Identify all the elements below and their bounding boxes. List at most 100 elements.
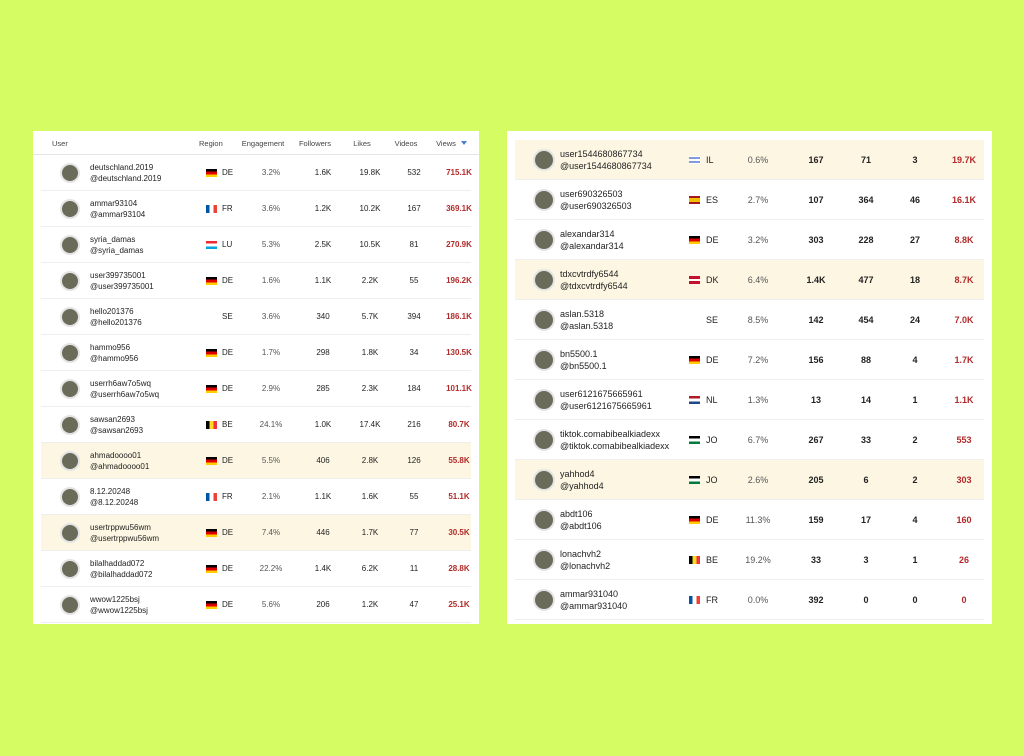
username[interactable]: user399735001 xyxy=(90,271,146,280)
videos: 47 xyxy=(409,600,419,609)
engagement: 24.1% xyxy=(259,420,283,429)
likes: 477 xyxy=(858,274,874,285)
engagement: 0.0% xyxy=(747,594,769,605)
username[interactable]: lonachvh2 xyxy=(560,549,602,559)
flag xyxy=(206,421,217,429)
username[interactable]: user6121675665961 xyxy=(560,389,643,399)
username[interactable]: sawsan2693 xyxy=(90,415,135,424)
header-cell[interactable]: Followers xyxy=(298,139,332,148)
likes: 1.7K xyxy=(361,528,379,537)
username[interactable]: hello201376 xyxy=(90,307,134,316)
likes: 71 xyxy=(860,154,871,165)
username[interactable]: aslan.5318 xyxy=(560,309,605,319)
username[interactable]: abdt106 xyxy=(560,509,593,519)
header-cell[interactable]: Region xyxy=(199,139,223,148)
flag xyxy=(689,356,700,364)
username[interactable]: yahhod4 xyxy=(560,469,595,479)
videos: 34 xyxy=(409,348,419,357)
username[interactable]: ammar931040 xyxy=(560,589,619,599)
videos: 184 xyxy=(407,384,421,393)
username[interactable]: tiktok.comabibealkiadexx xyxy=(560,429,661,439)
likes: 0 xyxy=(863,594,869,605)
videos: 27 xyxy=(909,234,920,245)
handle: @userrh6aw7o5wq xyxy=(90,390,160,399)
avatar xyxy=(60,487,80,507)
videos: 3 xyxy=(912,154,918,165)
table-row: user399735001 @user399735001 DE 1.6% 1.1K 2.2… xyxy=(41,263,472,299)
table-row: lonachvh2 @lonachvh2 BE 19.2% 33 3 1 26 xyxy=(515,540,984,580)
username[interactable]: ammar93104 xyxy=(90,199,138,208)
username[interactable]: user1544680867734 xyxy=(560,149,643,159)
avatar xyxy=(533,189,555,211)
videos: 81 xyxy=(409,240,419,249)
followers: 159 xyxy=(808,514,824,525)
videos: 24 xyxy=(909,314,920,325)
handle: @syria_damas xyxy=(90,246,144,255)
views: 715.1K xyxy=(446,168,472,177)
table-row: yahhod4 @yahhod4 JO 2.6% 205 6 2 303 xyxy=(515,460,984,500)
flag xyxy=(689,236,700,244)
table-row: ahmadoooo01 @ahmadoooo01 DE 5.5% 406 2.8K 126 5… xyxy=(41,443,471,479)
avatar xyxy=(533,229,555,251)
header-cell[interactable]: Views xyxy=(436,139,456,148)
region: DK xyxy=(706,274,719,285)
handle: @user690326503 xyxy=(560,201,632,211)
engagement: 2.6% xyxy=(747,474,769,485)
views: 160 xyxy=(956,514,972,525)
username[interactable]: bilalhaddad072 xyxy=(90,559,145,568)
region: NL xyxy=(706,394,718,405)
username[interactable]: wwow1225bsj xyxy=(90,595,140,604)
engagement: 5.3% xyxy=(261,240,281,249)
views: 16.1K xyxy=(951,194,977,205)
videos: 1 xyxy=(912,394,918,405)
table-row: ammar93104 @ammar93104 FR 3.6% 1.2K 10.2K 167 3… xyxy=(41,191,472,227)
region: FR xyxy=(706,594,718,605)
flag xyxy=(689,436,700,444)
region: JO xyxy=(706,434,718,445)
likes: 1.6K xyxy=(361,492,379,501)
username[interactable]: userrh6aw7o5wq xyxy=(90,379,151,388)
avatar xyxy=(533,589,555,611)
username[interactable]: bn5500.1 xyxy=(560,349,598,359)
username[interactable]: alexandar314 xyxy=(560,229,615,239)
videos: 0 xyxy=(912,594,918,605)
header-cell[interactable]: Likes xyxy=(353,139,371,148)
flag xyxy=(689,196,700,204)
table-row: aslan.5318 @aslan.5318 SE 8.5% 142 454 24 7.0K xyxy=(515,300,984,340)
table-row: tdxcvtrdfy6544 @tdxcvtrdfy6544 DK 6.4% 1.4K 4… xyxy=(515,260,984,300)
handle: @bn5500.1 xyxy=(560,361,607,371)
username[interactable]: deutschland.2019 xyxy=(90,163,154,172)
engagement: 8.5% xyxy=(747,314,769,325)
header-cell[interactable]: Videos xyxy=(394,139,418,148)
followers: 205 xyxy=(808,474,824,485)
followers: 206 xyxy=(316,600,330,609)
username[interactable]: 8.12.20248 xyxy=(90,487,131,496)
followers: 285 xyxy=(316,384,330,393)
table-row: bn5500.1 @bn5500.1 DE 7.2% 156 88 4 1.7K xyxy=(515,340,984,380)
header-cell[interactable]: Engagement xyxy=(241,139,285,148)
header-cell[interactable]: User xyxy=(52,139,68,148)
username[interactable]: syria_damas xyxy=(90,235,136,244)
region: DE xyxy=(222,276,234,285)
videos: 532 xyxy=(407,168,421,177)
username[interactable]: hammo956 xyxy=(90,343,131,352)
table-row: hello201376 @hello201376 SE 3.6% 340 5.7K 394 1… xyxy=(41,299,472,335)
username[interactable]: usertrppwu56wm xyxy=(90,523,151,532)
username[interactable]: ahmadoooo01 xyxy=(90,451,142,460)
likes: 10.5K xyxy=(359,240,381,249)
likes: 19.8K xyxy=(359,168,381,177)
flag xyxy=(206,457,217,465)
likes: 228 xyxy=(858,234,874,245)
table-row: alexandar314 @alexandar314 DE 3.2% 303 228 27 8… xyxy=(515,220,984,260)
avatar xyxy=(60,235,80,255)
handle: @8.12.20248 xyxy=(90,498,139,507)
likes: 2.8K xyxy=(361,456,379,465)
flag xyxy=(206,313,217,321)
username[interactable]: tdxcvtrdfy6544 xyxy=(560,269,619,279)
table-row: user1544680867734 @user1544680867734 IL 0.6… xyxy=(515,140,984,180)
views: 369.1K xyxy=(446,204,472,213)
username[interactable]: user690326503 xyxy=(560,189,623,199)
followers: 156 xyxy=(808,354,824,365)
flag xyxy=(689,596,700,604)
views: 7.0K xyxy=(954,314,974,325)
